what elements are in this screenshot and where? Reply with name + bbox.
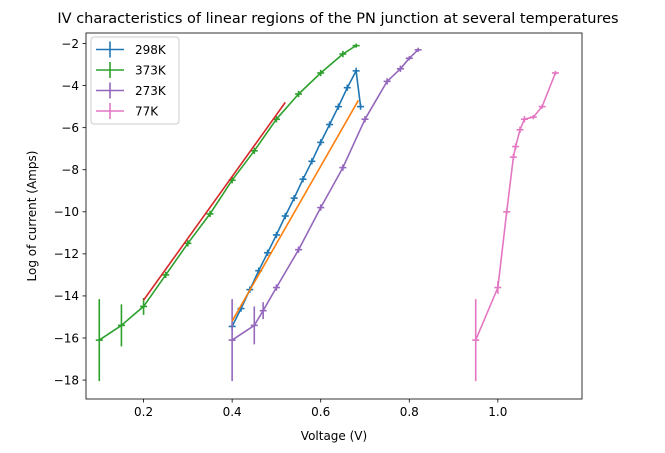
plot-frame bbox=[85, 32, 583, 400]
series-layer bbox=[95, 43, 559, 382]
series-273k bbox=[228, 47, 422, 382]
series-line bbox=[231, 70, 362, 327]
legend-label: 298K bbox=[135, 43, 167, 57]
legend-label: 77K bbox=[135, 104, 159, 118]
x-axis-ticks: 0.2 0.4 0.6 0.8 1.0 bbox=[134, 399, 507, 419]
series-line bbox=[474, 72, 557, 341]
legend-label: 373K bbox=[135, 63, 167, 77]
x-tick-label: 0.6 bbox=[311, 405, 330, 419]
x-tick-label: 1.0 bbox=[488, 405, 507, 419]
x-axis-label: Voltage (V) bbox=[301, 429, 367, 443]
y-tick-label: −8 bbox=[61, 163, 79, 177]
series-fit-5 bbox=[142, 101, 286, 301]
x-tick-label: 0.4 bbox=[223, 405, 242, 419]
legend-label: 273K bbox=[135, 84, 167, 98]
y-tick-label: −12 bbox=[54, 247, 79, 261]
x-tick-label: 0.2 bbox=[134, 405, 153, 419]
series-373k bbox=[95, 43, 360, 382]
y-tick-label: −6 bbox=[61, 121, 79, 135]
y-axis-label: Log of current (Amps) bbox=[25, 151, 39, 282]
series-line bbox=[142, 101, 286, 301]
series-line bbox=[231, 99, 360, 322]
legend-box bbox=[90, 36, 180, 125]
series-line bbox=[231, 49, 419, 341]
series-77k bbox=[472, 70, 559, 382]
series-fit-4 bbox=[231, 99, 360, 322]
y-tick-label: −10 bbox=[54, 205, 79, 219]
y-tick-label: −18 bbox=[54, 373, 79, 387]
y-tick-label: −4 bbox=[61, 79, 79, 93]
chart-title: IV characteristics of linear regions of … bbox=[57, 11, 618, 27]
y-axis-ticks: −2 −4 −6 −8 −10 −12 −14 −16 −18 bbox=[54, 37, 86, 387]
plot-area: 0.2 0.4 0.6 0.8 1.0 −2 −4 −6 −8 −10 −12 −14 −16 −18 bbox=[54, 32, 583, 419]
y-tick-label: −14 bbox=[54, 289, 79, 303]
y-tick-label: −2 bbox=[61, 37, 79, 51]
series-298k bbox=[228, 67, 365, 330]
x-tick-label: 0.8 bbox=[400, 405, 419, 419]
y-tick-label: −16 bbox=[54, 331, 79, 345]
legend: 298K 373K 273K 77K bbox=[90, 36, 180, 125]
